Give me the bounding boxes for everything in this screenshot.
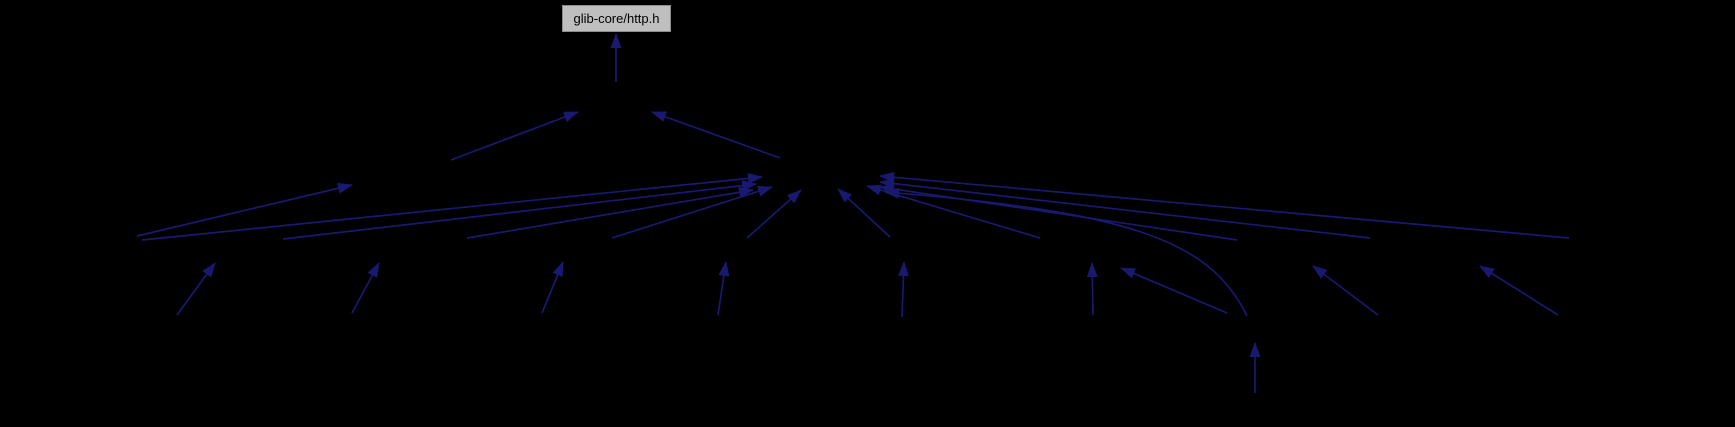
graph-edge-arrow: [466, 186, 754, 239]
graph-edge-arrow: [141, 172, 763, 241]
graph-edge-arrow: [1312, 265, 1379, 316]
graph-edge-arrow: [837, 188, 891, 238]
graph-node-glib-core-http-h: glib-core/http.h: [562, 5, 671, 32]
graph-edge-arrow: [1086, 262, 1098, 316]
graph-edge-arrow: [717, 261, 730, 316]
graph-edge-arrow: [282, 180, 757, 240]
graph-edge-arrow: [879, 178, 1371, 239]
graph-edge-arrow: [176, 262, 216, 316]
graph-edge-arrow: [136, 182, 353, 237]
graph-edge-arrow: [897, 261, 909, 318]
graph-edge-arrow: [879, 171, 1570, 239]
graph-edge-arrow: [746, 189, 802, 239]
graph-edge-arrow: [884, 187, 1248, 317]
graph-node-label: glib-core/http.h: [573, 11, 660, 26]
graph-edge-arrow: [351, 262, 380, 314]
graph-edge-arrow: [450, 111, 579, 161]
graph-edge-arrow: [866, 184, 1041, 239]
graph-edge-arrow: [1479, 265, 1559, 316]
graph-edge-arrow: [1120, 267, 1228, 314]
graph-edge-arrow: [541, 261, 564, 314]
graph-edge-arrow: [651, 111, 781, 159]
graph-edge-arrow: [611, 186, 773, 239]
graph-edge-arrow: [879, 183, 1238, 241]
